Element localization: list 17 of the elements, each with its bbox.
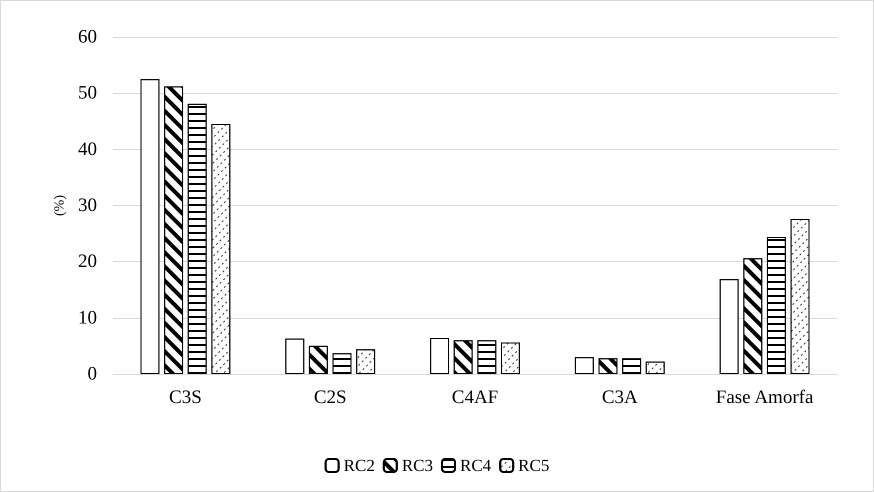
legend-label: RC5 bbox=[518, 456, 550, 475]
x-tick-label: C2S bbox=[314, 387, 347, 408]
x-tick-label: C3S bbox=[169, 387, 202, 408]
legend-label: RC2 bbox=[344, 456, 375, 475]
x-tick-label: C4AF bbox=[452, 387, 498, 408]
y-tick-label: 10 bbox=[78, 307, 97, 328]
y-axis-title: (%) bbox=[52, 194, 68, 216]
y-tick-label: 40 bbox=[78, 138, 97, 160]
x-tick-label: Fase Amorfa bbox=[716, 387, 814, 408]
y-tick-label: 50 bbox=[78, 82, 97, 104]
legend-label: RC4 bbox=[460, 456, 492, 475]
x-tick-label: C3A bbox=[602, 387, 638, 408]
y-tick-label: 60 bbox=[78, 26, 97, 48]
y-tick-label: 20 bbox=[78, 251, 97, 272]
y-tick-label: 30 bbox=[78, 195, 97, 216]
y-tick-label: 0 bbox=[88, 364, 97, 384]
legend-label: RC3 bbox=[402, 456, 434, 475]
